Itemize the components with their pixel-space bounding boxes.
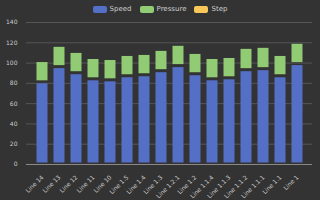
svg-text:Line 1.1.2: Line 1.1.2 <box>222 173 249 200</box>
html-text:Speed: Speed <box>109 5 132 13</box>
svg-text:Line 1.1.1: Line 1.1.1 <box>240 173 266 199</box>
svg-text:60: 60 <box>10 100 18 107</box>
svg-text:20: 20 <box>10 140 18 147</box>
svg-text:Line 1.1.4: Line 1.1.4 <box>188 173 215 200</box>
svg-text:120: 120 <box>6 39 18 46</box>
svg-text:Line 1.1: Line 1.1 <box>261 173 283 195</box>
svg-text:Line 1.1.3: Line 1.1.3 <box>205 173 232 200</box>
html-text:Pressure: Pressure <box>156 5 187 13</box>
svg-text:Line 1.3: Line 1.3 <box>141 173 164 196</box>
svg-text:0: 0 <box>14 160 18 167</box>
svg-text:100: 100 <box>6 59 18 66</box>
svg-text:140: 140 <box>6 18 18 25</box>
svg-text:Line 1.2.1: Line 1.2.1 <box>155 173 181 199</box>
svg-text:Line 14: Line 14 <box>24 173 45 194</box>
svg-text:Line 1.2: Line 1.2 <box>175 173 198 196</box>
svg-text:Line 1.4: Line 1.4 <box>124 173 147 196</box>
svg-text:40: 40 <box>10 120 18 127</box>
svg-text:Line 1.5: Line 1.5 <box>107 173 130 196</box>
html-text:Step: Step <box>211 5 228 13</box>
svg-text:80: 80 <box>10 79 18 86</box>
svg-text:Line 10: Line 10 <box>92 173 113 194</box>
svg-text:Line 12: Line 12 <box>58 173 79 194</box>
svg-text:Line 13: Line 13 <box>41 173 62 194</box>
svg-text:Line 1: Line 1 <box>282 173 300 191</box>
svg-text:Line 11: Line 11 <box>75 173 96 194</box>
